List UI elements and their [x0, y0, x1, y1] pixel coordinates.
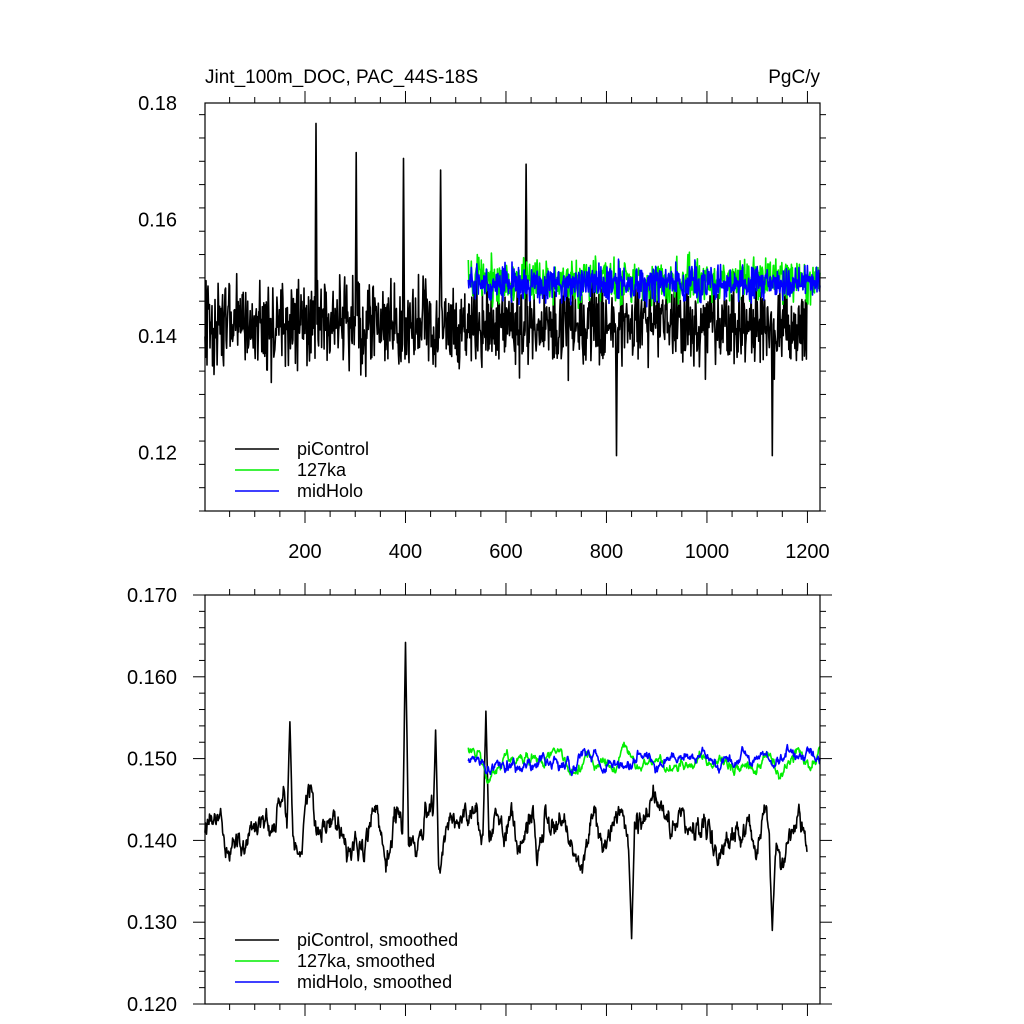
y-tick-label: 0.130: [127, 912, 177, 934]
y-tick-label: 0.12: [138, 443, 177, 465]
y-tick-label: 0.18: [138, 93, 177, 115]
legend-label: midHolo, smoothed: [297, 972, 452, 992]
legend-label: 127ka: [297, 460, 347, 480]
legend-label: piControl, smoothed: [297, 930, 458, 950]
legend-label: piControl: [297, 439, 369, 459]
y-tick-label: 0.170: [127, 585, 177, 607]
y-tick-label: 0.150: [127, 749, 177, 771]
x-tick-label: 400: [389, 541, 422, 563]
legend-label: midHolo: [297, 481, 363, 501]
y-tick-label: 0.120: [127, 994, 177, 1016]
series-line-midholo: [467, 258, 821, 308]
x-tick-label: 800: [590, 541, 623, 563]
series-line-picontrol: [204, 122, 809, 457]
x-tick-label: 200: [288, 541, 321, 563]
y-tick-label: 0.16: [138, 210, 177, 232]
chart-panel-1: 0.12 0.14 0.16 0.18 200 400 600 800 1000 1200 Jint…: [138, 67, 830, 563]
y-tick-label: 0.14: [138, 326, 177, 348]
legend-label: 127ka, smoothed: [297, 951, 435, 971]
y-tick-label: 0.160: [127, 667, 177, 689]
series-line-midholo-smoothed: [467, 743, 821, 777]
plot-frame: [204, 102, 821, 512]
y-tick-label: 0.140: [127, 830, 177, 852]
chart-title: Jint_100m_DOC, PAC_44S-18S: [205, 67, 478, 88]
x-tick-label: 1000: [685, 541, 730, 563]
series-line-127ka-smoothed: [467, 741, 821, 784]
plot-frame: [204, 594, 821, 1005]
chart-panel-2: 0.120 0.130 0.140 0.150 0.160 0.170 piControl,…: [127, 583, 832, 1016]
x-tick-label: 1200: [785, 541, 830, 563]
x-tick-label: 600: [489, 541, 522, 563]
chart-units: PgC/y: [768, 67, 820, 88]
series-line-picontrol-smoothed: [204, 641, 808, 940]
